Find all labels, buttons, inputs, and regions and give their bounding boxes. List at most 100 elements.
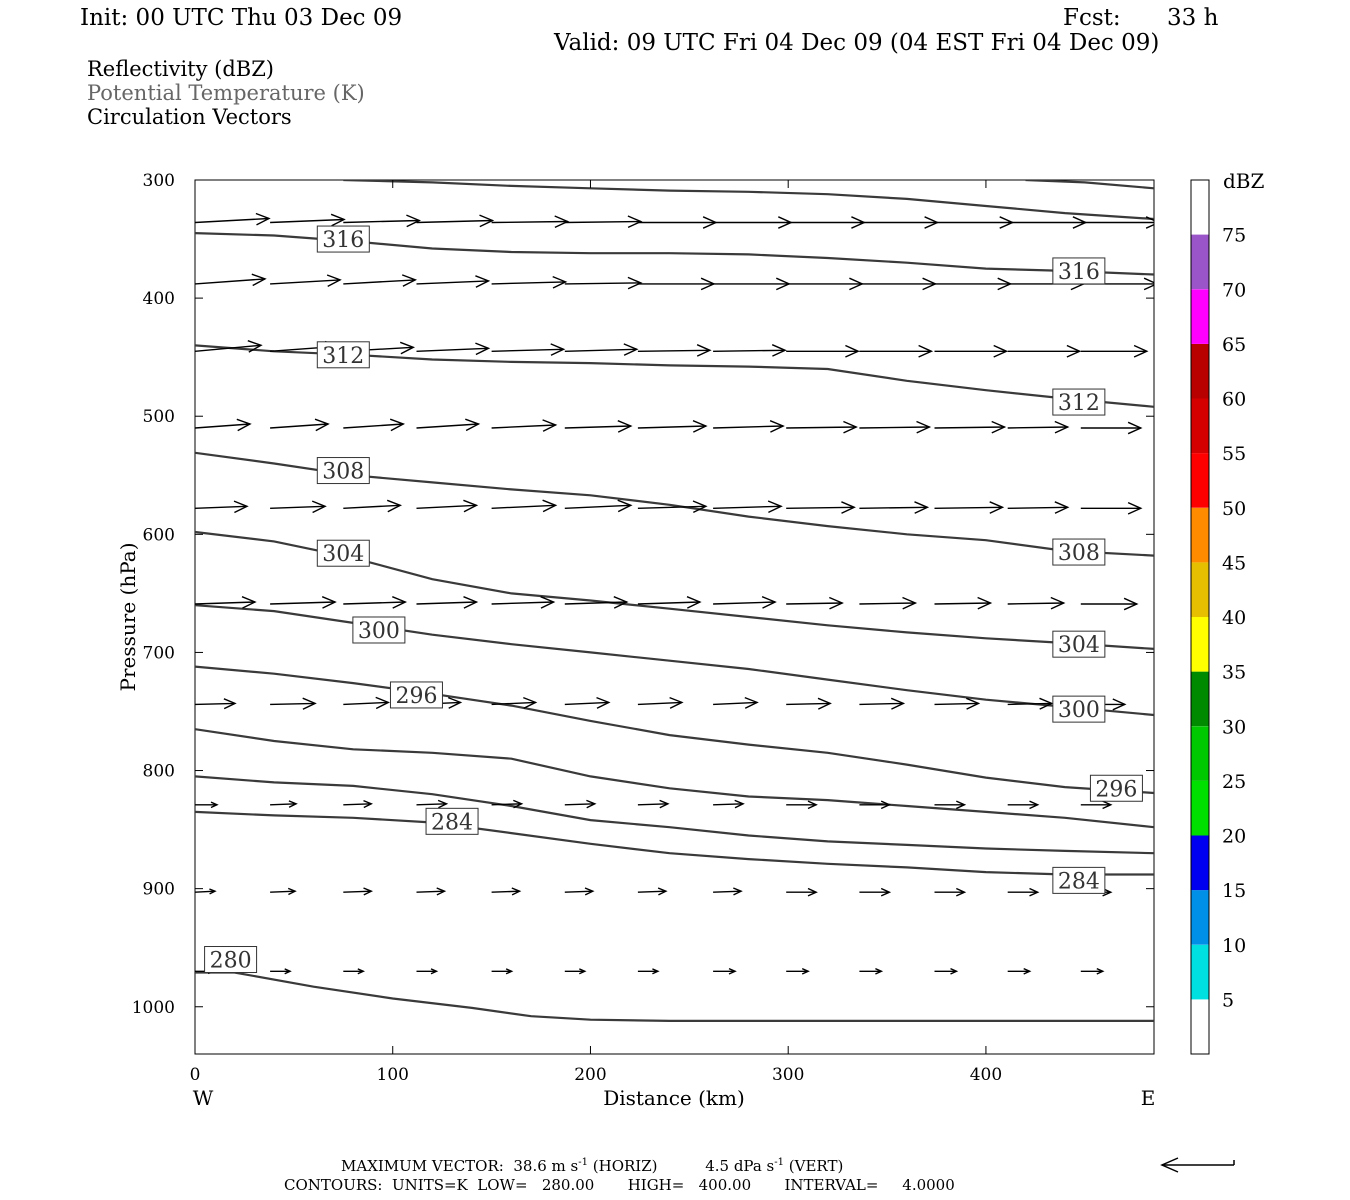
circulation-vector	[491, 275, 568, 289]
circulation-vector	[859, 420, 932, 434]
colorbar-swatch	[1191, 671, 1209, 727]
colorbar-swatch	[1191, 453, 1209, 508]
circulation-vector	[416, 418, 481, 432]
circulation-vector	[859, 277, 938, 291]
circulation-vector	[786, 216, 866, 229]
isentrope-label-304: 304	[1052, 630, 1106, 658]
circulation-vector	[270, 887, 297, 896]
isentrope-280	[195, 971, 1154, 1023]
circulation-vector	[416, 968, 439, 975]
circulation-vector	[343, 418, 406, 432]
circulation-vector	[786, 887, 818, 897]
circulation-vector	[195, 801, 219, 809]
circulation-vector	[1007, 501, 1070, 514]
circulation-vector	[343, 696, 391, 710]
circulation-vector	[564, 215, 643, 229]
y-tick-label: 700	[143, 643, 175, 663]
circulation-vector	[786, 344, 860, 358]
colorbar-swatch	[1191, 617, 1209, 672]
circulation-vector	[637, 216, 718, 229]
isentrope-label-296: 296	[389, 681, 443, 709]
circulation-vector	[859, 887, 892, 897]
circulation-vector	[343, 499, 403, 513]
circulation-vector	[195, 888, 217, 895]
circulation-vector	[934, 887, 967, 897]
circulation-vector	[786, 967, 810, 975]
circulation-vector	[859, 501, 930, 514]
vert-exponent: -1	[774, 1157, 785, 1168]
vert-tag: (VERT)	[788, 1157, 844, 1175]
colorbar-label: 70	[1222, 279, 1246, 301]
circulation-vector	[491, 968, 514, 975]
circulation-vector	[270, 697, 317, 710]
circulation-vector	[195, 698, 237, 710]
footer-max-vector: MAXIMUM VECTOR: 38.6 m s-1 (HORIZ) 4.5 d…	[341, 1158, 843, 1174]
colorbar-frame	[1190, 179, 1210, 1055]
reference-vector-head	[1160, 1157, 1179, 1173]
isentrope-label-296: 296	[1089, 774, 1143, 802]
colorbar-label: 10	[1222, 935, 1246, 957]
valid-time: Valid: 09 UTC Fri 04 Dec 09 (04 EST Fri …	[554, 30, 1160, 56]
colorbar-label: 45	[1222, 552, 1246, 574]
circulation-vector	[786, 697, 832, 710]
circulation-vector	[491, 419, 558, 432]
y-axis-title: Pressure (hPa)	[116, 543, 140, 692]
colorbar-label: 60	[1222, 389, 1246, 411]
circulation-vector	[786, 596, 844, 610]
colorbar-swatch	[1191, 944, 1209, 1000]
horiz-exponent: -1	[578, 1157, 588, 1168]
isentrope-label-312: 312	[1052, 388, 1106, 416]
circulation-vector	[637, 696, 684, 709]
max-vector-label: MAXIMUM VECTOR:	[341, 1157, 504, 1175]
colorbar-label: 75	[1222, 225, 1246, 247]
circulation-vector	[343, 596, 408, 609]
circulation-vector	[195, 340, 263, 353]
circulation-vector	[1080, 800, 1113, 810]
x-axis-east-label: E	[1141, 1086, 1156, 1110]
isentrope-324	[1025, 180, 1154, 190]
circulation-vector	[564, 696, 611, 709]
svg-text:296: 296	[1095, 777, 1137, 802]
circulation-vector	[195, 500, 249, 514]
isentrope-296	[195, 665, 1154, 795]
circulation-vector	[416, 799, 449, 809]
circulation-vector	[1007, 697, 1054, 710]
circulation-vector	[564, 799, 597, 809]
x-tick-label: 300	[772, 1065, 804, 1085]
circulation-vector	[786, 420, 858, 434]
y-tick-label: 900	[143, 880, 175, 900]
x-tick-label: 0	[190, 1065, 201, 1085]
circulation-vector	[637, 968, 660, 975]
y-tick-label: 1000	[132, 998, 175, 1018]
y-tick-label: 300	[143, 171, 175, 191]
isentrope-284	[195, 810, 1154, 876]
circulation-vector	[934, 216, 1015, 229]
circulation-vector	[564, 420, 633, 433]
colorbar-label: 65	[1222, 334, 1246, 356]
max-vector-vertical: 4.5 dPa s	[705, 1157, 775, 1175]
colorbar-swatch	[1191, 780, 1209, 836]
circulation-vector	[416, 499, 479, 513]
circulation-vector	[491, 343, 566, 356]
circulation-vector	[934, 697, 981, 710]
circulation-vector	[859, 967, 884, 975]
circulation-vector	[713, 596, 777, 609]
circulation-vector	[491, 499, 558, 513]
colorbar-label: 50	[1222, 498, 1246, 520]
circulation-vector	[270, 500, 327, 514]
isentrope-288	[195, 775, 1154, 855]
circulation-vector	[713, 887, 743, 896]
circulation-vector	[1007, 967, 1032, 975]
svg-text:308: 308	[322, 460, 364, 485]
circulation-vector	[859, 344, 934, 358]
isentrope-292	[195, 728, 1154, 829]
circulation-vector	[195, 273, 267, 287]
isentrope-label-308: 308	[1052, 538, 1106, 566]
x-tick-label: 400	[970, 1065, 1002, 1085]
circulation-vector	[934, 277, 1013, 291]
circulation-vector	[1080, 967, 1105, 975]
isentrope-label-300: 300	[1052, 695, 1106, 723]
isentrope-label-312: 312	[316, 341, 370, 369]
circulation-vector	[564, 887, 595, 896]
